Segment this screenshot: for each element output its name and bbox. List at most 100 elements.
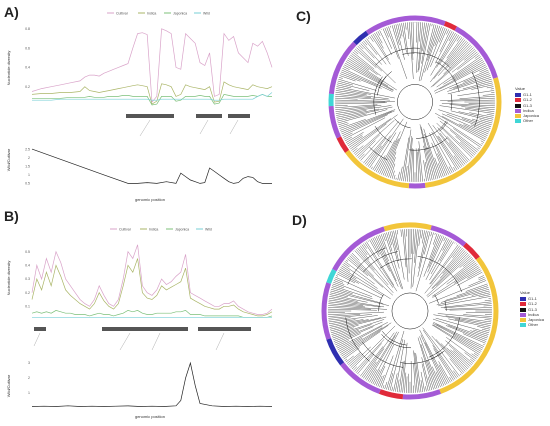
tree-branch — [333, 280, 345, 285]
y-tick-label: 0.6 — [25, 46, 30, 50]
tree-arc — [417, 256, 463, 292]
y-tick-label: 1 — [28, 173, 30, 177]
tree-branch — [382, 28, 392, 49]
tree-branch — [354, 250, 394, 293]
tree-arc — [439, 121, 448, 132]
tree-branch — [388, 231, 392, 246]
tree-branch — [457, 271, 483, 286]
tree-branch — [448, 142, 467, 164]
panel-a-chart: Cultivar Indica Japonica Wild Nucleotide… — [6, 11, 273, 202]
tree-branch — [344, 358, 348, 361]
panel-a-ylabel-bottom: Wild/Cultivar — [6, 148, 11, 171]
tree-branch — [462, 80, 493, 90]
panel-a-xlabel: genomic position — [135, 197, 165, 202]
panel-b-bottom-yticks: 1 2 3 — [28, 361, 30, 395]
y-tick-label: 2.5 — [25, 147, 30, 151]
tree-branch — [339, 75, 356, 82]
tree-branch — [460, 141, 475, 156]
tree-branch — [369, 369, 377, 383]
tree-branch — [439, 105, 495, 114]
tree-branch — [422, 327, 460, 377]
tree-branch — [351, 252, 360, 261]
tree-branch — [340, 109, 396, 131]
tree-branch — [411, 229, 413, 254]
tree-branch — [388, 26, 408, 79]
tree-branch — [353, 145, 364, 154]
tree-branch — [418, 229, 422, 246]
tree-branch — [349, 255, 393, 296]
tree-branch — [403, 129, 412, 182]
y-tick-label: 3 — [28, 361, 30, 365]
tree-branch — [336, 88, 371, 95]
legend-item-label: Other — [528, 322, 539, 328]
tree-branch — [432, 366, 441, 388]
tree-branch — [348, 354, 361, 366]
legend-item-label: G1-2 — [523, 97, 532, 103]
tree-branch — [440, 301, 492, 308]
tree-branch — [384, 381, 388, 390]
tree-branch — [486, 86, 494, 89]
tree-branch — [401, 137, 410, 181]
tree-branch — [432, 318, 488, 339]
tree-branch — [468, 103, 495, 105]
tree-branch — [416, 22, 420, 73]
tree-branch — [336, 340, 349, 347]
ring-segment — [326, 268, 337, 284]
tree-branch — [484, 319, 492, 321]
tree-branch — [390, 25, 391, 28]
tree-branch — [333, 321, 383, 342]
tree-branch — [421, 23, 429, 64]
tree-branch — [336, 273, 356, 284]
gene-bar — [102, 327, 188, 331]
tree-branch — [438, 135, 461, 168]
tree-branch — [413, 229, 416, 254]
tree-branch — [470, 124, 490, 133]
tree-branch — [471, 118, 492, 126]
tree-branch — [412, 22, 415, 55]
tree-branch — [381, 355, 394, 388]
tree-branch — [366, 38, 387, 65]
tree-branch — [407, 136, 412, 182]
tree-branch — [333, 282, 373, 297]
tree-branch — [445, 315, 492, 323]
tree-branch — [339, 327, 383, 354]
tree-branch — [360, 346, 384, 377]
tree-branch — [426, 27, 444, 71]
y-tick-label: 2 — [28, 156, 30, 160]
tree-branch — [430, 32, 456, 76]
tree-branch — [448, 31, 455, 42]
tree-branch — [377, 140, 395, 173]
tree-branch — [432, 345, 456, 380]
tree-branch — [328, 307, 371, 310]
tree-branch — [429, 234, 439, 260]
tree-branch — [432, 125, 464, 166]
tree-branch — [434, 26, 442, 46]
tree-branch — [423, 128, 440, 179]
tree-branch — [343, 66, 350, 70]
panel-b-xlabel: genomic position — [135, 414, 165, 419]
tree-branch — [386, 330, 405, 390]
tree-branch — [436, 122, 473, 159]
tree-branch — [358, 153, 365, 160]
tree-branch — [342, 114, 388, 136]
tree-branch — [341, 325, 389, 357]
panel-b-ylabel-top: Nucleotide diversity — [6, 261, 11, 296]
tree-branch — [444, 307, 492, 310]
tree-branch — [420, 126, 435, 180]
legend-title: Value — [515, 86, 525, 91]
tree-branch — [446, 262, 477, 285]
tree-branch — [415, 353, 422, 393]
tree-branch — [404, 229, 409, 282]
tree-branch — [337, 80, 353, 86]
tree-branch — [432, 265, 479, 297]
tree-branch — [462, 258, 474, 267]
legend-item: Indica — [515, 108, 539, 113]
tree-branch — [457, 53, 479, 70]
legend-item-label: Japonica — [523, 113, 540, 119]
tree-branch — [427, 236, 445, 273]
tree-branch — [367, 135, 391, 167]
tree-branch — [449, 308, 492, 311]
tree-branch — [350, 114, 398, 150]
tree-branch — [477, 326, 490, 330]
tree-branch — [356, 134, 380, 157]
